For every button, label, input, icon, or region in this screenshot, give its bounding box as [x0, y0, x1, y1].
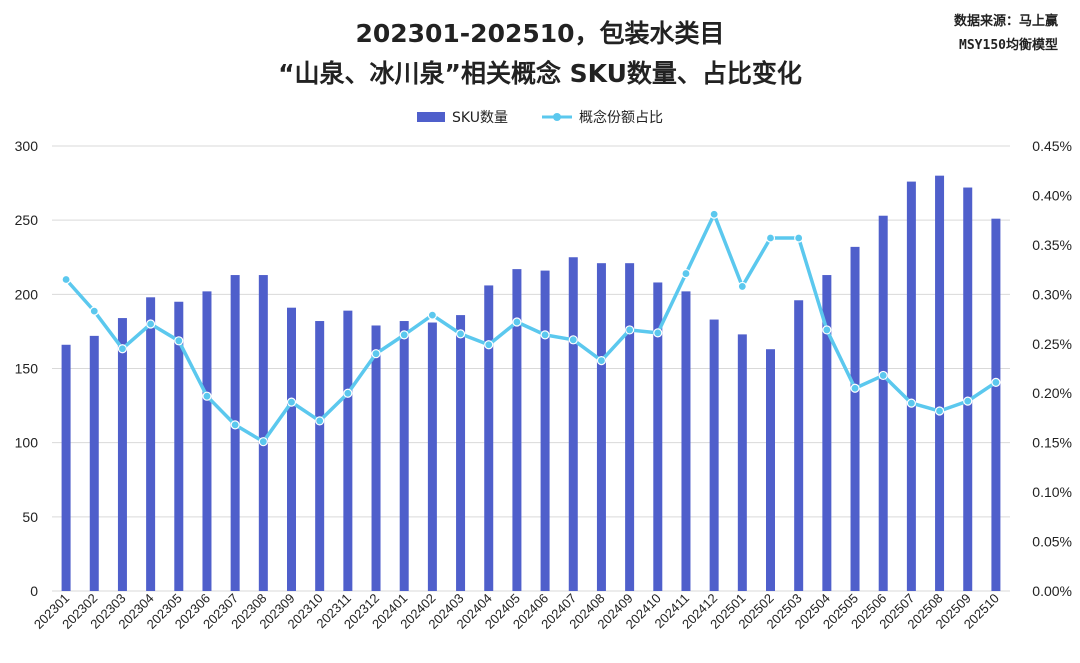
y-left-tick-label: 150	[15, 361, 39, 377]
y-right-tick-label: 0.05%	[1032, 534, 1072, 550]
line-point	[822, 325, 832, 335]
legend-item-line: 概念份额占比	[541, 107, 663, 127]
line-point	[934, 406, 945, 416]
line-point	[89, 306, 99, 316]
bar	[202, 291, 212, 591]
y-left-tick-label: 50	[22, 509, 38, 525]
bar	[991, 218, 1001, 591]
y-right-tick-label: 0.15%	[1032, 435, 1072, 451]
line-point	[765, 233, 776, 243]
y-right-tick-label: 0.30%	[1032, 286, 1072, 302]
y-left-tick-label: 100	[15, 435, 39, 451]
bar	[625, 263, 635, 591]
model-label: MSY150均衡模型	[959, 38, 1058, 53]
legend-item-bar: SKU数量	[417, 107, 508, 127]
bar	[258, 275, 268, 591]
bar	[399, 321, 409, 591]
bar	[653, 282, 663, 591]
line-point	[343, 388, 353, 398]
line-point	[596, 355, 607, 366]
bar	[963, 187, 973, 592]
line-point	[202, 391, 212, 401]
line-point	[906, 398, 916, 408]
legend-bar-label: SKU数量	[452, 110, 508, 126]
line-point	[625, 325, 635, 335]
share-line	[64, 212, 997, 444]
line-point	[455, 329, 466, 339]
legend-line-label: 概念份额占比	[578, 110, 663, 126]
bar	[935, 175, 945, 591]
bar	[512, 269, 522, 591]
bar	[315, 321, 325, 591]
line-point	[737, 281, 747, 292]
y-right-tick-label: 0.35%	[1032, 237, 1072, 253]
line-point	[794, 233, 804, 243]
bar	[709, 319, 719, 591]
y-left-tick-label: 0	[30, 583, 38, 599]
bar	[794, 300, 804, 591]
line-point	[850, 383, 860, 393]
bar	[343, 310, 353, 591]
line-point	[991, 377, 1001, 387]
bar	[568, 257, 578, 591]
line-point	[399, 330, 409, 340]
legend: SKU数量 概念份额占比	[0, 107, 1080, 127]
bar	[371, 325, 381, 591]
y-right-tick-label: 0.25%	[1032, 336, 1072, 352]
line-point	[963, 396, 973, 406]
bar	[456, 315, 466, 591]
line-point	[174, 336, 184, 346]
bar	[427, 322, 437, 591]
bar	[822, 275, 832, 591]
legend-line-swatch	[541, 113, 572, 121]
bar	[484, 285, 494, 591]
bar	[766, 349, 775, 591]
bar	[850, 246, 860, 591]
line-point	[681, 268, 691, 279]
line-point	[146, 319, 156, 329]
y-right-tick-label: 0.40%	[1032, 187, 1072, 203]
line-point	[568, 335, 578, 345]
line-point	[258, 437, 268, 447]
legend-bar-swatch	[417, 112, 446, 122]
chart-title-line2: “山泉、冰川泉”相关概念 SKU数量、占比变化	[278, 59, 802, 88]
line-point	[61, 274, 71, 285]
bar	[287, 307, 296, 591]
y-left-tick-label: 200	[15, 286, 39, 302]
bar	[146, 297, 156, 591]
bar	[174, 301, 184, 591]
y-right-tick-label: 0.10%	[1032, 484, 1072, 500]
line-point	[484, 340, 494, 350]
y-right-tick-label: 0.00%	[1032, 583, 1072, 599]
bar	[61, 344, 71, 591]
line-point	[878, 370, 888, 381]
line-point	[709, 209, 719, 219]
bar	[89, 335, 99, 591]
bar	[878, 215, 888, 591]
line-point	[230, 420, 240, 430]
bar	[230, 275, 240, 591]
y-left-tick-label: 300	[15, 138, 39, 154]
y-right-tick-label: 0.45%	[1032, 138, 1072, 154]
line-point	[371, 349, 381, 359]
line-point	[286, 397, 297, 407]
chart-title-line1: 202301-202510，包装水类目	[355, 19, 725, 48]
bar	[117, 318, 127, 591]
source-label: 数据来源：马上赢	[953, 14, 1058, 29]
y-left-tick-label: 250	[15, 212, 39, 228]
line-point	[117, 344, 128, 354]
line-point	[512, 317, 522, 327]
y-right-tick-label: 0.20%	[1032, 385, 1072, 401]
bar	[681, 291, 691, 591]
bar	[906, 181, 916, 591]
bar	[596, 263, 606, 591]
line-point	[653, 328, 663, 338]
line-point	[427, 310, 437, 320]
line-point	[540, 330, 550, 340]
line-point	[315, 416, 325, 426]
bar	[540, 270, 550, 591]
bar	[737, 334, 747, 591]
